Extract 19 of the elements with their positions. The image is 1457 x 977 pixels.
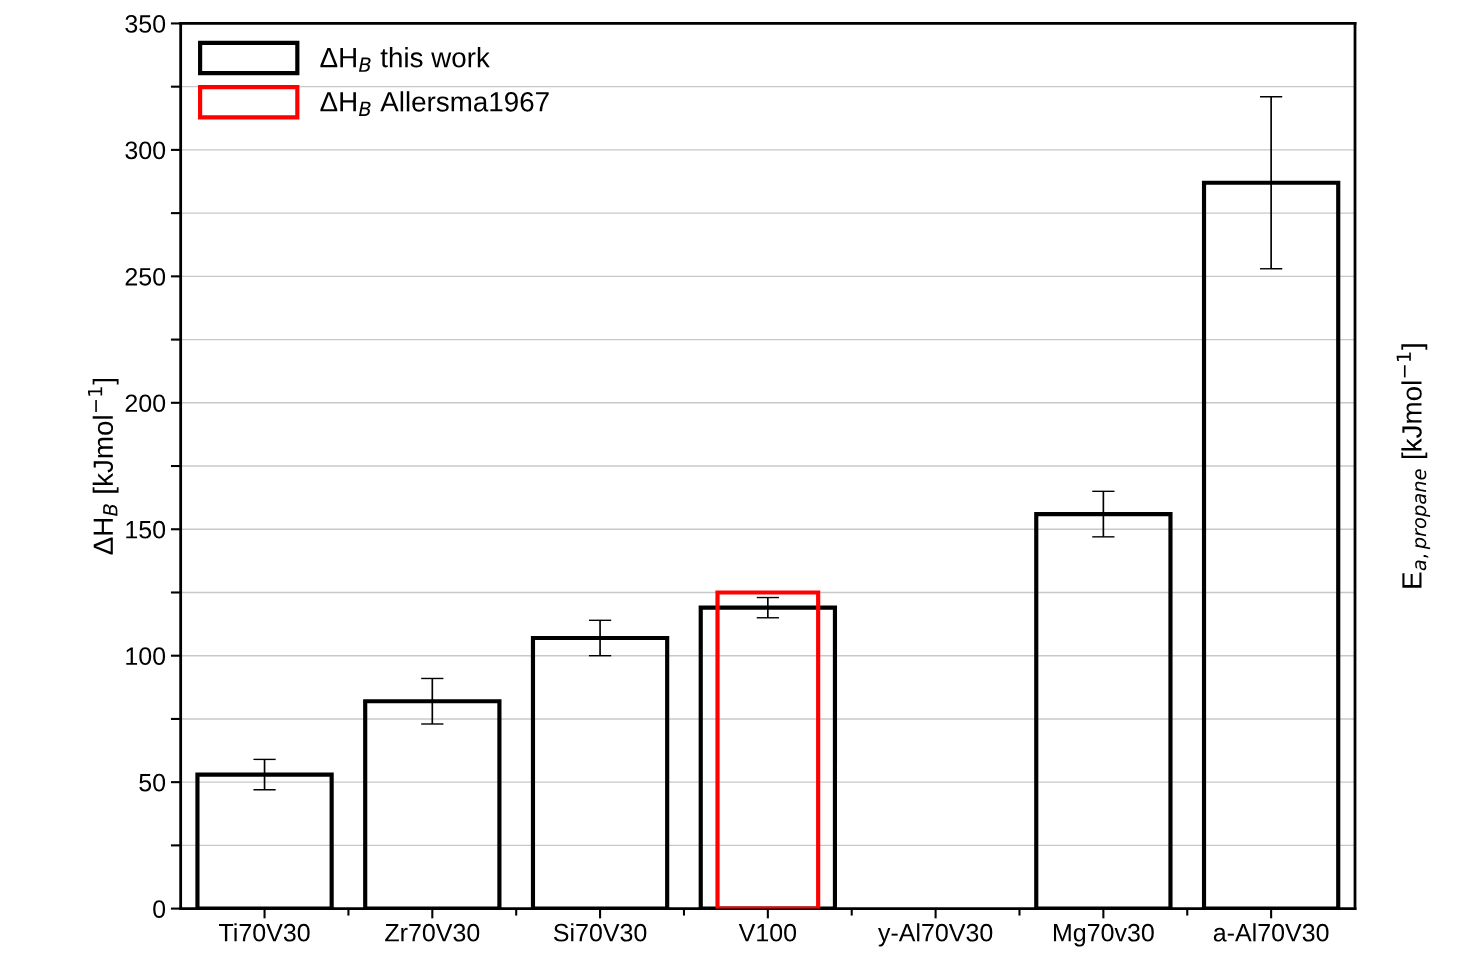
- y-tick-label: 300: [125, 141, 166, 160]
- y-tick-label: 200: [125, 394, 166, 413]
- y2-axis-title: E$_{a,propane}$ [kJmol$^{−1}$]: [1396, 344, 1431, 588]
- y-axis-title: ΔH$_{B}$ [kJmol$^{−1}$]: [87, 378, 119, 555]
- y-tick-label: 250: [125, 267, 166, 286]
- x-tick-label: Zr70V30: [385, 923, 480, 942]
- y-tick-label: 350: [125, 15, 166, 33]
- legend-label: ΔH$_{B}$ Allersma1967: [320, 91, 549, 116]
- x-tick-label: a-Al70V30: [1213, 923, 1329, 942]
- y-tick-label: 150: [126, 520, 166, 539]
- legend-label: ΔH$_{B}$ this work: [320, 47, 490, 72]
- y-tick-label: 0: [153, 900, 166, 918]
- x-tick-label: V100: [738, 923, 797, 942]
- x-tick-label: Ti70V30: [219, 923, 310, 942]
- x-tick-label: Si70V30: [553, 923, 647, 942]
- x-tick-label: y-Al70V30: [877, 923, 993, 947]
- x-tick-label: Mg70v30: [1054, 923, 1154, 947]
- y-tick-label: 100: [126, 647, 166, 666]
- y-tick-label: 50: [139, 773, 166, 792]
